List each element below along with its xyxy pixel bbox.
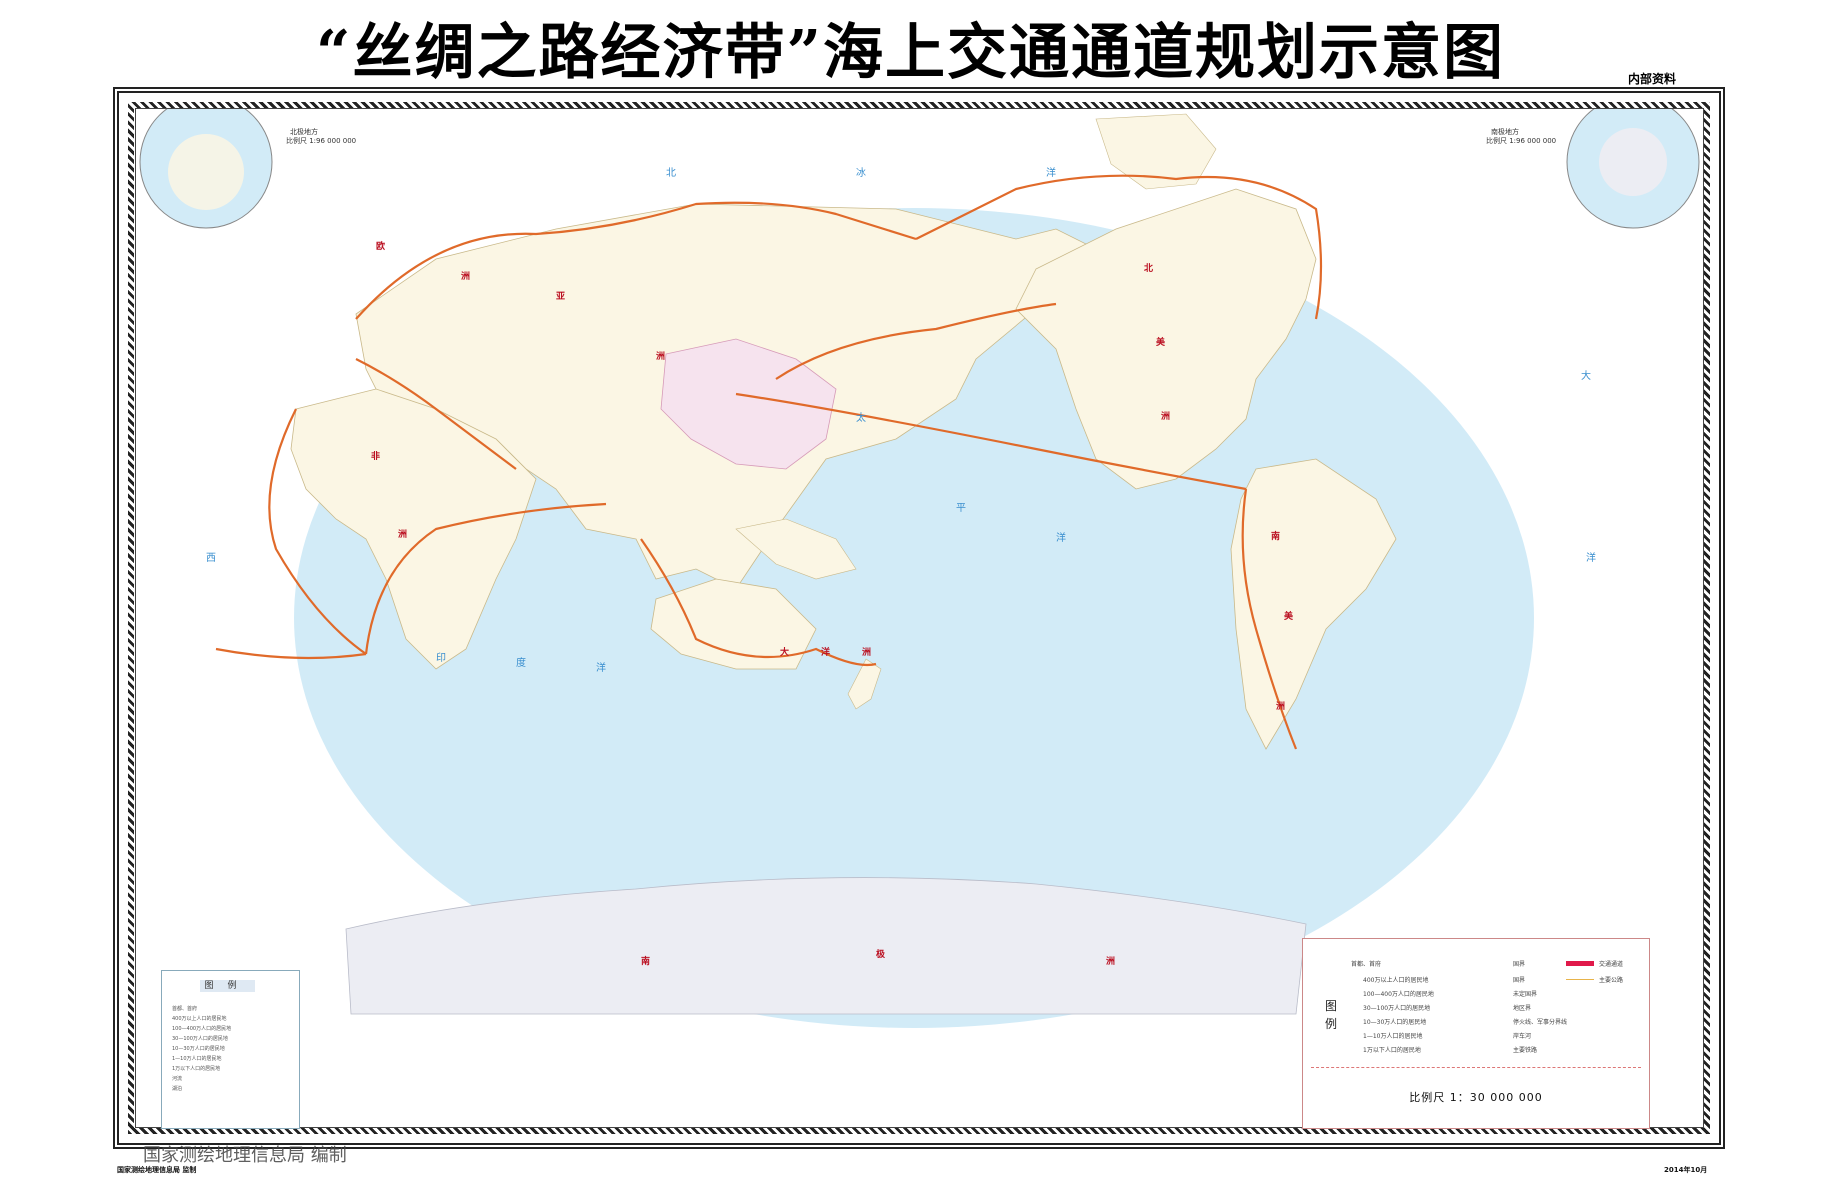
route-south-america — [1241, 488, 1298, 750]
legend-item: 国界 — [1513, 977, 1526, 984]
continent-label: 洲 — [656, 352, 666, 362]
antarctic-inset-land — [1599, 128, 1667, 196]
legend-item: 地区界 — [1513, 1005, 1532, 1012]
legend-main-title: 图例 — [1325, 999, 1338, 1031]
continent-label: 洲 — [461, 272, 471, 282]
continent-label: 南 — [641, 957, 651, 967]
ocean-label: 洋 — [596, 663, 606, 674]
map-area[interactable]: 北极地方 比例尺 1:96 000 000 南极地方 比例尺 1:96 000 … — [135, 108, 1704, 1128]
continent-label: 洲 — [1276, 702, 1286, 712]
map-scale: 比例尺 1：30 000 000 — [1409, 1091, 1543, 1104]
ocean-label: 西 — [206, 553, 216, 564]
ocean-label: 大 — [1581, 371, 1591, 382]
legend-item: 1—10万人口的居民地 — [1363, 1033, 1423, 1040]
continent-label: 南 — [1271, 532, 1281, 542]
route-southern — [215, 647, 367, 660]
legend-item: 主要铁路 — [1513, 1047, 1538, 1054]
legend-small: 图例 首都、首府 400万以上人口的居民地 100—400万人口的居民地 30—… — [161, 970, 300, 1129]
antarctic-inset-scale: 比例尺 1:96 000 000 — [1486, 137, 1557, 145]
ocean-label: 北 — [666, 168, 676, 179]
greenland-land — [1095, 113, 1217, 190]
ocean-label: 印 — [436, 653, 446, 664]
continent-label: 洋 — [821, 648, 831, 658]
road-legend-swatch — [1566, 979, 1594, 980]
continent-label: 欧 — [376, 242, 386, 252]
legend-item: 主要公路 — [1599, 977, 1624, 984]
legend-small-item: 首都、首府 — [172, 1006, 198, 1012]
footer-date: 2014年10月 — [1664, 1166, 1708, 1174]
continent-label: 非 — [371, 452, 381, 462]
legend-small-item: 10—30万人口的居民地 — [172, 1046, 225, 1052]
legend-main: 图例 首都、首府 400万以上人口的居民地 100—400万人口的居民地 30—… — [1302, 938, 1650, 1129]
legend-divider — [1311, 1067, 1641, 1068]
classification-label: 内部资料 — [1628, 72, 1677, 86]
route-atlantic-east — [268, 408, 367, 655]
legend-item: 100—400万人口的居民地 — [1363, 991, 1434, 998]
ocean-label: 洋 — [1046, 168, 1056, 179]
arctic-inset-land — [168, 134, 244, 210]
new-zealand-land — [847, 658, 882, 710]
ocean-label: 平 — [956, 503, 966, 514]
route-australia — [640, 538, 877, 667]
route-pacific-central — [735, 392, 1247, 491]
world-map[interactable] — [136, 109, 1703, 1127]
continent-label: 美 — [1284, 612, 1294, 622]
legend-small-item: 30—100万人口的居民地 — [172, 1036, 228, 1042]
continent-label: 洲 — [398, 530, 408, 540]
route-arctic-asia — [355, 201, 917, 320]
china-region — [660, 338, 837, 470]
ocean-label: 冰 — [856, 168, 866, 179]
continent-label: 北 — [1144, 264, 1154, 274]
legend-item: 400万以上人口的居民地 — [1363, 977, 1429, 984]
route-pacific-north — [775, 302, 1057, 380]
continent-label: 洲 — [862, 648, 872, 658]
continent-label: 洲 — [1106, 957, 1116, 967]
ocean-label: 洋 — [1056, 533, 1066, 544]
map-title: “丝绸之路经济带”海上交通通道规划示意图 — [315, 18, 1506, 88]
route-indian-ocean — [364, 502, 607, 655]
north-america-land — [1015, 188, 1317, 490]
legend-item: 未定国界 — [1513, 991, 1538, 998]
route-med — [355, 358, 517, 470]
legend-small-item: 湖泊 — [172, 1086, 183, 1092]
continent-label: 美 — [1156, 338, 1166, 348]
sea-islands — [735, 518, 857, 580]
legend-item: 交通通道 — [1599, 961, 1624, 968]
legend-small-title: 图例 — [200, 980, 255, 992]
ocean-label: 洋 — [1586, 553, 1596, 564]
legend-item: 10—30万人口的居民地 — [1363, 1019, 1427, 1026]
legend-small-item: 河流 — [172, 1076, 183, 1082]
antarctica-land — [345, 877, 1307, 1015]
legend-item: 1万以下人口的居民地 — [1363, 1047, 1421, 1054]
africa-land — [290, 388, 537, 670]
legend-item: 30—100万人口的居民地 — [1363, 1005, 1431, 1012]
south-america-land — [1230, 458, 1397, 750]
legend-item: 停火线、军事分界线 — [1513, 1019, 1568, 1026]
antarctic-inset-title: 南极地方 — [1491, 128, 1519, 136]
route-legend-swatch — [1566, 961, 1594, 966]
legend-small-item: 1万以下人口的居民地 — [172, 1066, 221, 1072]
legend-small-item: 100—400万人口的居民地 — [172, 1026, 232, 1032]
ocean-label: 太 — [856, 413, 866, 424]
arctic-inset-scale: 比例尺 1:96 000 000 — [286, 137, 357, 145]
legend-item: 首都、首府 — [1351, 961, 1382, 968]
continent-label: 大 — [780, 648, 790, 658]
footer-publisher: 国家测绘地理信息局 监制 — [117, 1166, 197, 1174]
route-arctic-america — [915, 174, 1323, 320]
sea-routes — [215, 174, 1323, 750]
legend-small-item: 400万以上人口的居民地 — [172, 1016, 227, 1022]
ocean-label: 度 — [516, 658, 526, 669]
australia-land — [650, 578, 817, 670]
publisher-watermark: 国家测绘地理信息局 编制 — [143, 1145, 347, 1166]
legend-item: 国界 — [1513, 961, 1526, 968]
arctic-inset-title: 北极地方 — [290, 128, 318, 136]
continent-label: 亚 — [556, 292, 566, 302]
legend-small-item: 1—10万人口的居民地 — [172, 1056, 222, 1062]
legend-item: 岸车河 — [1513, 1033, 1532, 1040]
continent-label: 极 — [876, 950, 886, 960]
continent-label: 洲 — [1161, 412, 1171, 422]
